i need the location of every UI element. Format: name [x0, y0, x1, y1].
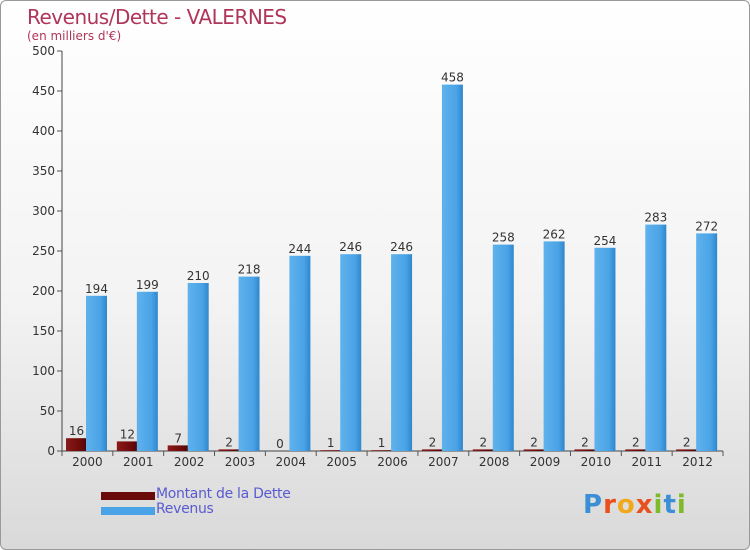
- logo-letter: P: [583, 490, 604, 520]
- legend-swatch-dette: [101, 492, 155, 500]
- data-label-revenus: 283: [644, 211, 667, 225]
- y-tick-label: 200: [32, 284, 55, 298]
- x-tick-label: 2004: [276, 455, 307, 469]
- y-tick-label: 500: [32, 44, 55, 58]
- data-label-dette: 2: [632, 435, 640, 449]
- x-tick-label: 2003: [225, 455, 256, 469]
- logo-letter: t: [663, 490, 677, 520]
- data-label-dette: 2: [429, 435, 437, 449]
- x-tick-label: 2000: [72, 455, 103, 469]
- data-label-revenus: 199: [136, 278, 159, 292]
- bar-dette: [472, 449, 494, 451]
- bar-dette: [421, 449, 443, 451]
- x-tick-label: 2012: [682, 455, 713, 469]
- logo-letter: i: [676, 490, 687, 520]
- data-label-dette: 0: [276, 437, 284, 451]
- x-tick-label: 2008: [479, 455, 510, 469]
- data-label-dette: 2: [683, 435, 691, 449]
- data-label-revenus: 258: [492, 231, 515, 245]
- y-tick-label: 250: [32, 244, 55, 258]
- x-tick-label: 2001: [123, 455, 154, 469]
- bar-dette: [625, 449, 647, 451]
- data-label-revenus: 272: [695, 219, 718, 233]
- data-label-dette: 16: [69, 424, 84, 438]
- bar-revenus: [441, 84, 463, 451]
- bar-revenus: [187, 283, 209, 451]
- y-tick-label: 50: [40, 404, 55, 418]
- y-tick-label: 450: [32, 84, 55, 98]
- bar-dette: [371, 450, 393, 451]
- logo-letter: r: [603, 490, 617, 520]
- x-tick-label: 2005: [326, 455, 357, 469]
- bar-dette: [574, 449, 596, 451]
- chart-title: Revenus/Dette - VALERNES: [27, 5, 287, 29]
- bar-dette: [218, 449, 240, 451]
- bar-revenus: [492, 244, 514, 451]
- y-tick-label: 400: [32, 124, 55, 138]
- data-label-revenus: 262: [543, 227, 566, 241]
- bar-revenus: [289, 255, 311, 451]
- bar-revenus: [594, 247, 616, 451]
- data-label-dette: 12: [120, 427, 135, 441]
- bar-dette: [320, 450, 342, 451]
- y-tick-label: 0: [47, 444, 55, 458]
- data-label-revenus: 458: [441, 71, 464, 85]
- bar-dette: [523, 449, 545, 451]
- x-tick-label: 2011: [631, 455, 662, 469]
- data-label-dette: 2: [530, 435, 538, 449]
- data-label-revenus: 218: [238, 263, 261, 277]
- bar-revenus: [136, 291, 158, 451]
- x-tick-label: 2007: [428, 455, 459, 469]
- data-label-revenus: 254: [594, 234, 617, 248]
- x-tick-label: 2010: [581, 455, 612, 469]
- proxiti-logo: Proxiti: [583, 490, 687, 520]
- bar-revenus: [645, 224, 667, 451]
- y-tick-label: 300: [32, 204, 55, 218]
- chart-subtitle: (en milliers d'€): [27, 29, 122, 43]
- data-label-dette: 2: [581, 435, 589, 449]
- data-label-dette: 7: [174, 431, 182, 445]
- data-label-revenus: 246: [390, 240, 413, 254]
- bar-dette: [167, 445, 189, 451]
- logo-letter: i: [653, 490, 664, 520]
- data-label-dette: 1: [378, 436, 386, 450]
- data-label-dette: 2: [479, 435, 487, 449]
- bar-revenus: [86, 295, 107, 451]
- bar-revenus: [238, 276, 260, 451]
- logo-letter: x: [635, 490, 654, 520]
- data-label-revenus: 194: [85, 282, 108, 296]
- bar-dette: [66, 438, 87, 451]
- data-label-dette: 2: [225, 435, 233, 449]
- bar-revenus: [543, 241, 565, 451]
- y-tick-label: 100: [32, 364, 55, 378]
- bar-revenus: [340, 254, 362, 451]
- data-label-dette: 1: [327, 436, 335, 450]
- data-label-revenus: 246: [339, 240, 362, 254]
- y-tick-label: 150: [32, 324, 55, 338]
- x-tick-label: 2002: [174, 455, 205, 469]
- logo-letter: o: [616, 490, 636, 520]
- bar-revenus: [696, 233, 718, 451]
- legend-label-revenus: Revenus: [156, 501, 214, 517]
- bar-dette: [116, 441, 138, 451]
- data-label-revenus: 210: [187, 269, 210, 283]
- bar-dette: [676, 449, 698, 451]
- x-tick-label: 2009: [530, 455, 561, 469]
- legend-swatch-revenus: [101, 507, 155, 515]
- y-tick-label: 350: [32, 164, 55, 178]
- data-label-revenus: 244: [288, 242, 311, 256]
- bar-revenus: [391, 254, 413, 451]
- legend-label-dette: Montant de la Dette: [156, 486, 291, 502]
- x-tick-label: 2006: [377, 455, 408, 469]
